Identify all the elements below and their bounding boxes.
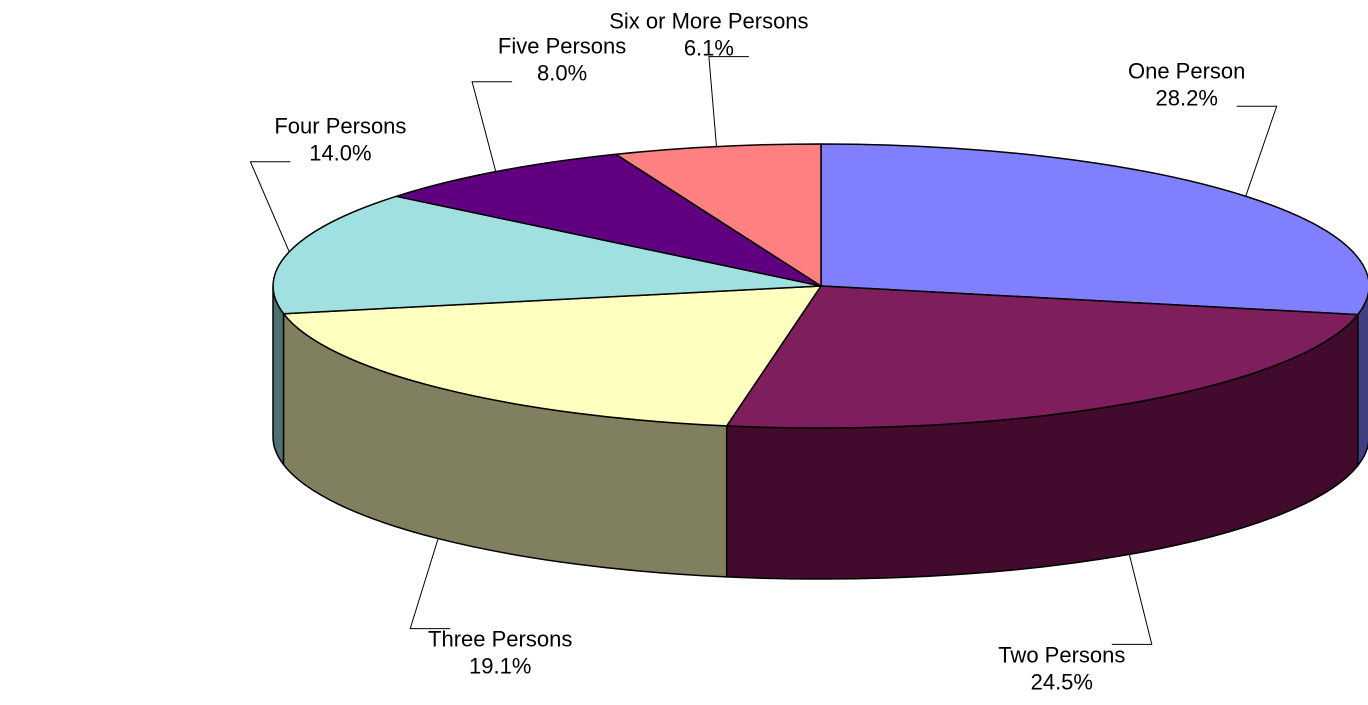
- slice-three-persons: [282, 285, 822, 427]
- leader-line-two-persons: [1111, 554, 1153, 645]
- leader-line-six-or-more-persons: [708, 56, 749, 147]
- slice-two-persons: [725, 285, 1359, 429]
- slice-label-two-persons: Two Persons: [998, 642, 1125, 667]
- slice-one-person: [820, 143, 1368, 316]
- slice-six-or-more-persons: [615, 143, 822, 287]
- leader-line-four-persons: [249, 161, 291, 252]
- slice-five-persons: [395, 153, 822, 287]
- leader-line-five-persons: [471, 81, 513, 172]
- slice-value-one-person: 28.2%: [1156, 85, 1218, 110]
- slice-label-one-person: One Person: [1128, 58, 1245, 83]
- slice-value-two-persons: 24.5%: [1031, 669, 1093, 694]
- pie-tops: [272, 143, 1368, 429]
- slice-label-four-persons: Four Persons: [274, 114, 406, 139]
- slice-value-four-persons: 14.0%: [309, 141, 371, 166]
- leader-line-three-persons: [409, 538, 451, 630]
- slice-value-six-or-more-persons: 6.1%: [684, 36, 734, 61]
- leader-lines: [249, 56, 1278, 645]
- slice-label-three-persons: Three Persons: [428, 627, 572, 652]
- slice-value-three-persons: 19.1%: [469, 654, 531, 679]
- slice-label-five-persons: Five Persons: [498, 34, 626, 59]
- slice-four-persons: [272, 195, 822, 315]
- leader-line-one-person: [1236, 105, 1278, 197]
- slice-label-six-or-more-persons: Six or More Persons: [609, 9, 808, 34]
- slice-value-five-persons: 8.0%: [537, 61, 587, 86]
